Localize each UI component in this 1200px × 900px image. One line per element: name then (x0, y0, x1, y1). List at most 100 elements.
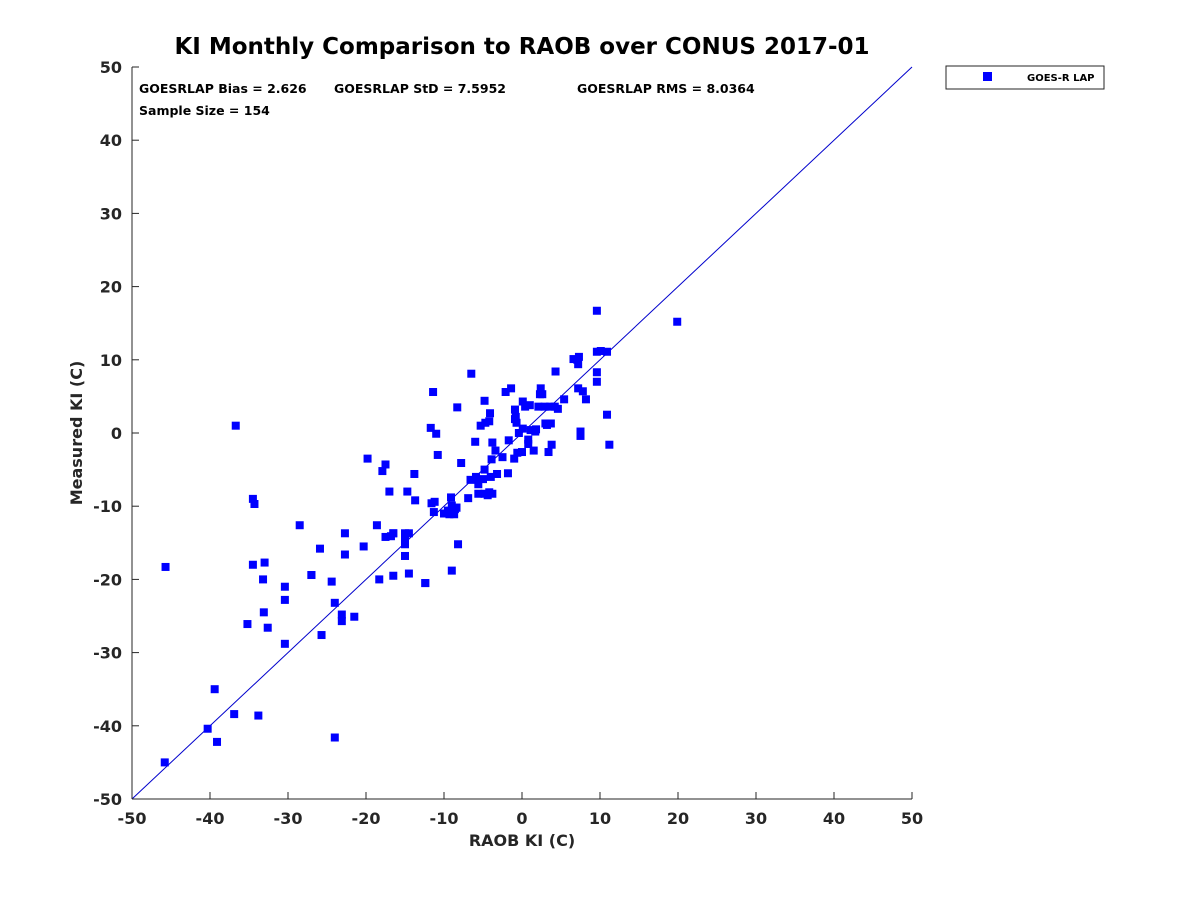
data-point (404, 529, 413, 538)
x-tick-label: 40 (823, 809, 845, 828)
data-point (525, 401, 534, 410)
data-point (337, 610, 346, 619)
data-point (213, 737, 222, 746)
data-point (513, 448, 522, 457)
data-point (501, 388, 510, 397)
data-point (518, 448, 526, 457)
data-point (603, 347, 612, 356)
data-point (488, 489, 497, 498)
data-point (551, 367, 560, 376)
data-point (486, 472, 495, 481)
data-point (280, 595, 289, 604)
data-point (307, 571, 316, 580)
data-point (260, 558, 269, 567)
data-point (317, 631, 326, 640)
data-point (385, 487, 394, 496)
data-point (534, 402, 543, 411)
data-point (510, 405, 519, 414)
data-point (410, 469, 419, 478)
stat-rms: GOESRLAP RMS = 8.0364 (577, 81, 755, 96)
data-point (372, 521, 381, 530)
y-ticks: -50 -40 -30 -20 -10 0 10 20 30 40 50 (93, 58, 139, 809)
data-point (466, 475, 475, 484)
data-point (230, 710, 239, 719)
y-tick-label: 30 (100, 204, 122, 223)
data-point (243, 620, 252, 629)
y-tick-label: -10 (93, 497, 122, 516)
data-point (160, 758, 169, 767)
data-point (518, 397, 527, 406)
data-point (450, 510, 459, 519)
data-point (476, 421, 485, 430)
data-point (403, 487, 412, 496)
data-point (553, 404, 562, 413)
data-point (574, 352, 583, 361)
data-point (485, 417, 494, 426)
data-point (596, 347, 605, 356)
legend-entry: GOES-R LAP (1027, 73, 1095, 84)
data-point (231, 421, 240, 430)
x-axis-label: RAOB KI (C) (469, 831, 575, 850)
data-point (544, 448, 553, 457)
data-point (673, 317, 682, 326)
y-tick-label: -20 (93, 570, 122, 589)
data-point (578, 387, 587, 396)
data-point (524, 435, 533, 444)
data-point (503, 469, 512, 478)
data-point (161, 562, 170, 571)
y-tick-label: -40 (93, 717, 122, 736)
data-point (447, 566, 456, 575)
data-point (474, 489, 483, 498)
data-point (429, 388, 438, 397)
data-point (480, 396, 489, 405)
data-point (532, 425, 541, 434)
data-point (350, 612, 359, 621)
data-point (498, 453, 507, 462)
data-point (491, 446, 500, 455)
data-point (471, 472, 480, 481)
data-point (404, 569, 413, 578)
data-point (511, 412, 520, 421)
x-tick-label: -50 (118, 809, 147, 828)
y-axis-label: Measured KI (C) (67, 361, 86, 506)
x-tick-label: 10 (589, 809, 611, 828)
x-tick-label: 50 (901, 809, 923, 828)
data-point (574, 360, 583, 369)
data-point (524, 439, 533, 448)
data-point (536, 384, 545, 393)
x-tick-label: -10 (430, 809, 459, 828)
data-point (453, 403, 462, 412)
data-point (464, 494, 473, 503)
data-point (486, 409, 495, 418)
data-point (203, 724, 212, 733)
data-point (445, 510, 454, 519)
data-point (429, 508, 438, 517)
stat-std: GOESRLAP StD = 7.5952 (334, 81, 506, 96)
data-point (248, 560, 257, 569)
x-tick-label: 20 (667, 809, 689, 828)
data-point (389, 571, 398, 580)
data-point (248, 494, 257, 503)
data-point (474, 480, 483, 489)
x-tick-label: 30 (745, 809, 767, 828)
x-ticks: -50 -40 -30 -20 -10 0 10 20 30 40 50 (118, 792, 923, 828)
data-point (471, 437, 480, 446)
x-tick-label: -20 (352, 809, 381, 828)
data-point (330, 598, 339, 607)
x-tick-label: -30 (274, 809, 303, 828)
data-point (433, 450, 442, 459)
legend-box (945, 65, 1105, 90)
data-point (454, 540, 463, 549)
data-point (254, 711, 263, 720)
data-point (401, 540, 409, 549)
data-point (514, 429, 523, 437)
data-point (340, 550, 349, 559)
data-point (457, 459, 466, 468)
data-point (330, 733, 339, 742)
data-point (421, 579, 430, 588)
data-point (432, 429, 441, 438)
data-point (467, 369, 476, 378)
data-point (512, 418, 521, 427)
data-point (546, 419, 555, 428)
y-tick-label: 20 (100, 278, 122, 297)
